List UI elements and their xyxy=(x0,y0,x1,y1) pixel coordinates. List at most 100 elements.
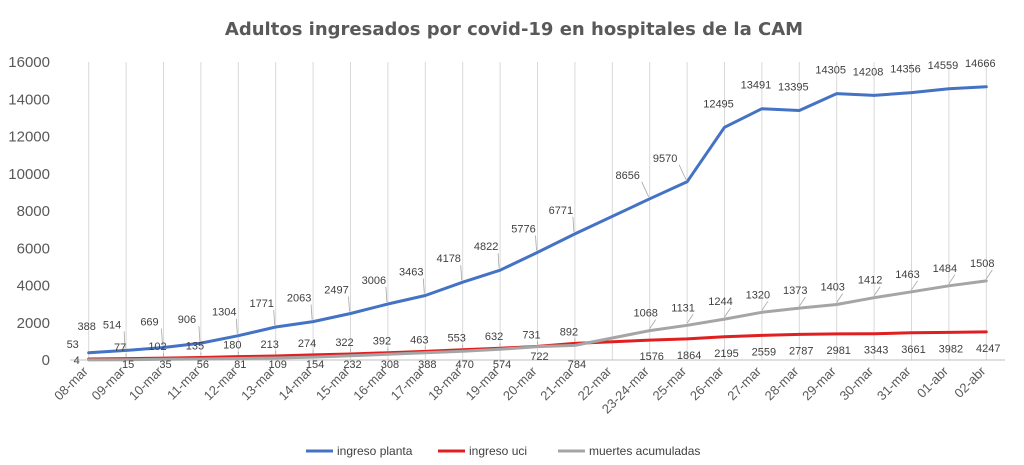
data-label: 731 xyxy=(522,329,540,341)
x-tick-label: 31-mar xyxy=(874,363,914,403)
data-label: 1304 xyxy=(212,307,236,319)
leader-line xyxy=(235,318,238,334)
data-label: 470 xyxy=(456,359,474,371)
y-tick-label: 6000 xyxy=(17,240,50,257)
data-label: 892 xyxy=(560,326,578,338)
data-label: 274 xyxy=(298,338,316,350)
data-label: 213 xyxy=(261,339,279,351)
data-label: 463 xyxy=(410,334,428,346)
leader-line xyxy=(460,265,463,281)
data-label: 1412 xyxy=(858,275,882,287)
data-label: 553 xyxy=(448,333,466,345)
data-label: 3982 xyxy=(939,343,963,355)
data-label: 5776 xyxy=(511,223,535,235)
y-tick-label: 16000 xyxy=(8,54,50,71)
leader-line xyxy=(422,278,425,294)
data-label: 109 xyxy=(269,359,287,371)
data-label: 2787 xyxy=(789,345,813,357)
data-label: 1068 xyxy=(633,308,657,320)
y-tick-label: 8000 xyxy=(17,203,50,220)
leader-line xyxy=(761,301,769,311)
data-label: 154 xyxy=(306,359,324,371)
data-label: 632 xyxy=(485,331,503,343)
data-label: 3463 xyxy=(399,267,423,279)
data-label: 1508 xyxy=(970,258,994,270)
data-label: 906 xyxy=(178,314,196,326)
leader-line xyxy=(385,286,388,303)
leader-line xyxy=(836,293,844,303)
x-tick-label: 02-abr xyxy=(951,363,989,401)
data-label: 81 xyxy=(234,359,246,371)
leader-line xyxy=(641,181,650,197)
data-label: 102 xyxy=(148,341,166,353)
leader-line xyxy=(535,235,537,251)
data-label: 1373 xyxy=(783,285,807,297)
x-tick-label: 01-abr xyxy=(914,363,952,401)
data-label: 1403 xyxy=(820,281,844,293)
data-label: 3343 xyxy=(864,345,888,357)
data-label: 1576 xyxy=(639,351,663,363)
data-label: 669 xyxy=(140,317,158,329)
data-label: 2559 xyxy=(752,346,776,358)
x-tick-label: 09-mar xyxy=(88,363,128,403)
y-tick-label: 10000 xyxy=(8,166,50,183)
series-line-ingreso-planta xyxy=(87,85,988,355)
x-tick-label: 25-mar xyxy=(649,363,689,403)
legend-label-ingreso-planta: ingreso planta xyxy=(337,444,413,458)
leader-line xyxy=(678,164,687,180)
data-label: 1484 xyxy=(933,263,957,275)
series-line-muertes-acumuladas xyxy=(87,279,988,362)
data-label: 6771 xyxy=(549,205,573,217)
data-label: 2497 xyxy=(324,284,348,296)
data-label: 14356 xyxy=(890,64,921,76)
leader-line xyxy=(310,304,313,320)
data-label: 322 xyxy=(335,337,353,349)
leader-line xyxy=(948,274,956,285)
data-label: 1864 xyxy=(677,350,701,362)
leader-line xyxy=(798,296,806,307)
y-tick-label: 0 xyxy=(42,352,50,369)
x-tick-label: 30-mar xyxy=(836,363,876,403)
data-labels: 388 514 669 906 1304 1771 2063 2497 3006 3463 4178… xyxy=(67,58,1001,371)
data-label: 1320 xyxy=(746,289,770,301)
leader-line xyxy=(649,319,657,329)
data-label: 14305 xyxy=(815,65,846,77)
data-label: 3006 xyxy=(362,275,386,287)
data-label: 1244 xyxy=(708,296,732,308)
legend-label-ingreso-uci: ingreso uci xyxy=(469,444,527,458)
data-label: 308 xyxy=(381,359,399,371)
x-tick-label: 27-mar xyxy=(724,363,764,403)
series-lines xyxy=(87,85,988,362)
data-label: 722 xyxy=(530,351,548,363)
data-label: 574 xyxy=(493,359,511,371)
data-label: 4247 xyxy=(976,343,1000,355)
data-label: 784 xyxy=(568,359,586,371)
leader-line xyxy=(123,331,126,349)
data-label: 4178 xyxy=(436,253,460,265)
data-label: 1463 xyxy=(895,269,919,281)
leader-line xyxy=(873,286,881,296)
y-tick-label: 12000 xyxy=(8,129,50,146)
leader-line xyxy=(198,326,201,342)
data-label: 8656 xyxy=(615,170,639,182)
vertical-gridlines xyxy=(88,62,987,360)
legend: ingreso planta ingreso uci muertes acumula… xyxy=(306,444,700,458)
leader-line xyxy=(724,307,731,318)
leader-line xyxy=(686,314,694,324)
data-label: 53 xyxy=(67,339,79,351)
x-tick-label: 26-mar xyxy=(687,363,727,403)
data-label: 180 xyxy=(223,340,241,352)
data-label: 3661 xyxy=(901,344,925,356)
data-label: 14666 xyxy=(965,58,996,70)
data-label: 4 xyxy=(74,355,80,367)
x-tick-label: 08-mar xyxy=(51,363,91,403)
data-label: 13491 xyxy=(741,80,772,92)
legend-label-muertes-acumuladas: muertes acumuladas xyxy=(589,444,700,458)
data-label: 14208 xyxy=(853,66,884,78)
data-label: 388 xyxy=(78,321,96,333)
leader-line xyxy=(497,253,500,269)
data-label: 35 xyxy=(159,359,171,371)
leader-line xyxy=(273,309,276,326)
leader-line xyxy=(348,296,350,312)
data-label: 1131 xyxy=(671,302,695,314)
